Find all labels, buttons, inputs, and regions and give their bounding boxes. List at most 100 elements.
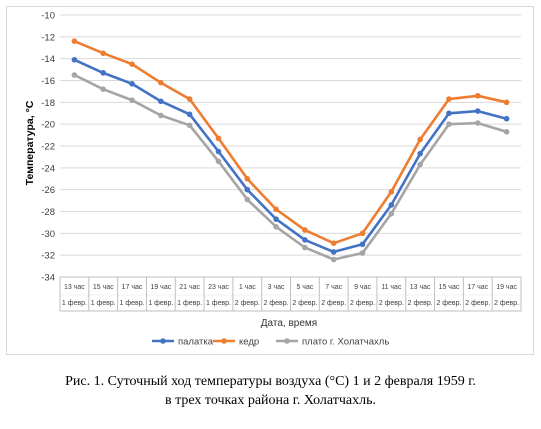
series-3-point [359,250,366,256]
x-tick-time-label: 9 час [354,284,371,291]
y-tick-label: -30 [41,229,55,240]
legend-marker [284,338,290,344]
x-tick-time-label: 3 час [268,284,285,291]
series-3-point [71,72,78,78]
series-2-point [158,79,164,86]
series-1-point [273,216,279,222]
series-3-point [273,223,279,230]
x-tick-time-label: 7 час [325,284,342,291]
x-tick-time-label: 1 час [239,284,256,291]
series-3-point [186,122,193,129]
series-lines [71,38,510,263]
series-1-point [330,249,337,255]
series-2-point [359,230,366,237]
series-2-point [302,227,308,233]
y-axis-label: Температура, °C [24,100,36,185]
x-tick-date-label: 2 февр. [379,300,404,307]
x-tick-time-label: 17 час [122,284,143,291]
series-1-point [71,56,78,63]
series-2-point [474,92,481,99]
series-1-point [474,108,481,114]
x-tick-date-label: 1 февр. [177,300,202,307]
series-2-point [244,175,251,182]
x-tick-date-label: 2 февр. [235,300,260,307]
series-1-point [417,150,423,157]
series-3-point [100,86,107,93]
x-tick-date-label: 1 февр. [148,300,173,307]
series-3-point [474,120,481,126]
x-tick-time-label: 21 час [179,284,200,291]
y-tick-label: -34 [41,273,55,284]
caption-line-1: Рис. 1. Суточный ход температуры воздуха… [65,374,476,389]
x-tick-date-label: 1 февр. [62,300,87,307]
series-2-point [417,136,423,143]
y-tick-label: -10 [41,11,55,22]
series-1-point [215,148,222,155]
series-1-point [244,186,251,193]
x-axis-label: Дата, время [261,318,317,329]
y-tick-label: -12 [41,32,55,43]
series-3-point [129,97,135,103]
series-2-point [100,50,107,57]
series-3-point [244,196,251,203]
x-tick-date-label: 1 февр. [91,300,116,307]
series-1-point [302,237,308,243]
series-3-point [330,256,337,263]
y-tick-label: -24 [41,163,55,174]
series-3-point [302,244,308,251]
x-tick-time-label: 15 час [93,284,114,291]
series-2-point [129,61,135,67]
series-line-2 [73,40,507,245]
y-tick-label: -28 [41,207,55,218]
series-1-point [158,98,164,105]
caption-line-2: в трех точках района г. Холатчахль. [164,393,377,408]
x-tick-time-label: 19 час [150,284,171,291]
legend-entry: кедр [239,337,259,348]
legend: палатка кедр плато г. Холатчахль [152,337,389,348]
legend-marker [221,338,227,344]
series-2-point [446,96,452,102]
series-2-point [330,240,337,246]
x-tick-time-label: 5 час [296,284,313,291]
x-tick-time-label: 17 час [467,284,488,291]
x-tick-date-label: 2 февр. [465,300,490,307]
series-3-point [417,161,423,168]
legend-marker [160,338,166,344]
x-tick-time-label: 19 час [496,284,517,291]
series-3-point [503,129,510,135]
y-tick-label: -22 [41,142,55,153]
series-1-point [388,202,395,208]
series-2-point [215,135,222,142]
series-1-point [503,115,510,122]
series-3-point [158,112,164,119]
series-3-point [215,158,222,165]
series-line-3 [73,73,507,261]
series-2-point [71,38,78,44]
chart-frame [6,6,534,355]
series-1-point [359,241,366,248]
temperature-chart: -34-32-30-28-26-24-22-20-18-16-14-12-10 … [24,11,522,348]
x-tick-date-label: 2 февр. [408,300,433,307]
series-1-point [129,80,135,87]
y-tick-label: -18 [41,98,55,109]
x-tick-date-label: 2 февр. [264,300,289,307]
y-tick-label: -32 [41,251,55,262]
x-tick-time-label: 23 час [208,284,229,291]
series-2-point [186,96,193,102]
x-category-labels: 13 час 1 февр. 15 час 1 февр. 17 час 1 февр. 1… [59,276,522,312]
series-line-1 [73,58,507,254]
series-1-point [446,110,452,117]
series-3-point [388,210,395,217]
x-tick-date-label: 2 февр. [350,300,375,307]
x-tick-date-label: 2 февр. [292,300,317,307]
x-tick-date-label: 2 февр. [321,300,346,307]
x-tick-date-label: 1 февр. [206,300,231,307]
series-2-point [388,189,395,195]
series-2-point [273,206,279,213]
series-1-point [100,70,107,76]
series-3-point [446,121,452,127]
x-tick-time-label: 13 час [64,284,85,291]
x-tick-date-label: 2 февр. [494,300,519,307]
series-1-point [186,111,193,118]
legend-entry: палатка [178,337,214,348]
